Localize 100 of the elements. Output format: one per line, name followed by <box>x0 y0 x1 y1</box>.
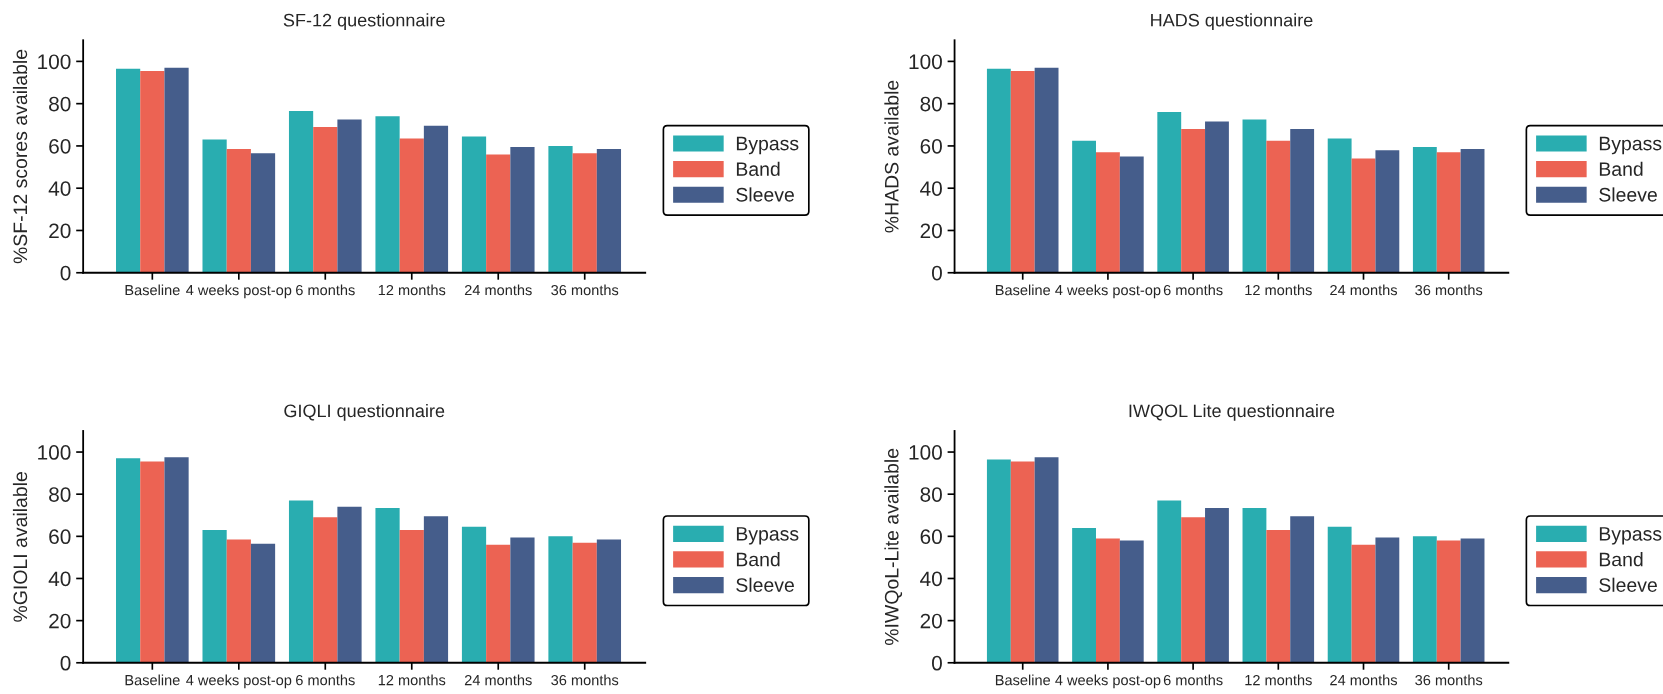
bar <box>1375 150 1400 273</box>
bar <box>1034 67 1059 273</box>
bar <box>288 111 314 273</box>
bar <box>986 459 1011 663</box>
bar <box>116 68 141 273</box>
legend-label: Sleeve <box>1599 187 1657 202</box>
x-tick-label: 6 months <box>296 674 355 686</box>
bar <box>1412 146 1437 273</box>
y-tick-label: 100 <box>909 445 942 460</box>
y-tick-label: 0 <box>60 655 71 671</box>
y-tick-label: 80 <box>49 96 71 112</box>
legend-label: Band <box>736 161 780 177</box>
bar <box>1351 158 1376 273</box>
bar <box>1242 507 1267 663</box>
bar <box>1034 457 1059 663</box>
y-tick-label: 20 <box>920 223 942 239</box>
bar <box>140 70 165 273</box>
bar <box>1242 119 1267 273</box>
bar <box>337 506 362 663</box>
bar <box>313 126 338 273</box>
bar <box>288 500 314 663</box>
y-tick-label: 60 <box>49 138 71 154</box>
bar <box>423 125 449 273</box>
y-tick-label: 40 <box>920 181 942 196</box>
bar <box>486 544 511 663</box>
x-tick-label: 6 months <box>296 284 355 296</box>
y-tick-label: 20 <box>49 223 71 239</box>
bar <box>1266 140 1291 273</box>
x-tick-label: 12 months <box>1245 674 1312 686</box>
legend-label: Sleeve <box>1599 577 1657 592</box>
bar <box>226 149 251 273</box>
y-tick-label: 100 <box>909 54 942 70</box>
x-tick-label: 6 months <box>1163 284 1223 296</box>
y-tick-label: 80 <box>920 487 942 502</box>
bar <box>1010 461 1035 663</box>
x-tick-label: 36 months <box>551 674 619 686</box>
y-tick-label: 40 <box>920 571 942 587</box>
y-axis-title: %IWQoL-Lite available <box>884 448 903 646</box>
bar <box>1119 156 1144 273</box>
y-tick-label: 80 <box>920 96 942 112</box>
y-tick-label: 60 <box>49 529 71 545</box>
bar <box>1375 537 1400 663</box>
bar <box>1072 527 1096 663</box>
y-tick-label: 0 <box>931 265 942 281</box>
bar <box>1181 517 1206 663</box>
bar <box>202 530 227 663</box>
bar <box>572 542 597 663</box>
y-tick-label: 100 <box>38 54 71 70</box>
bar <box>226 539 251 663</box>
bar <box>596 149 622 273</box>
x-tick-label: 24 months <box>1330 284 1398 296</box>
x-tick-label: 6 months <box>1163 674 1223 686</box>
bar <box>486 154 511 273</box>
bar <box>1436 152 1461 273</box>
bar <box>1205 121 1229 273</box>
x-tick-label: 24 months <box>464 284 532 296</box>
bar <box>1181 129 1206 273</box>
y-tick-label: 0 <box>931 655 942 671</box>
bar <box>1460 538 1485 663</box>
chart-title: SF-12 questionnaire <box>283 13 445 31</box>
legend-label: Bypass <box>1599 136 1662 155</box>
legend-label: Band <box>1599 161 1643 177</box>
y-tick-label: 0 <box>60 265 71 281</box>
x-tick-label: 24 months <box>464 674 532 686</box>
bar <box>1327 526 1352 663</box>
bar <box>1266 530 1291 663</box>
bar <box>1412 536 1437 663</box>
y-axis-title: %HADS available <box>884 80 899 233</box>
bar <box>399 138 424 273</box>
x-tick-label: 36 months <box>1415 284 1483 296</box>
x-tick-label: Baseline <box>995 674 1051 686</box>
y-tick-label: 100 <box>38 445 71 460</box>
bar <box>1290 516 1315 663</box>
chart-title: IWQOL Lite questionnaire <box>1129 404 1335 421</box>
x-tick-label: 36 months <box>551 284 619 296</box>
legend-label: Sleeve <box>736 187 794 202</box>
legend-label: Band <box>736 552 780 567</box>
bar <box>423 516 449 663</box>
y-tick-label: 40 <box>48 571 71 587</box>
bar <box>596 539 622 663</box>
bar <box>1290 129 1315 273</box>
bar <box>1436 540 1461 663</box>
bar <box>1205 507 1229 663</box>
bar <box>461 526 487 663</box>
y-tick-label: 20 <box>920 613 942 629</box>
x-tick-label: Baseline <box>995 284 1051 296</box>
y-tick-label: 60 <box>920 138 942 154</box>
x-tick-label: 12 months <box>378 674 446 686</box>
x-tick-label: Baseline <box>125 284 180 296</box>
legend-label: Bypass <box>736 527 799 545</box>
y-tick-label: 40 <box>48 181 71 196</box>
chart-title: GIQLI questionnaire <box>284 404 445 421</box>
bar <box>1095 538 1120 663</box>
bar <box>510 146 535 273</box>
bar <box>375 116 400 273</box>
bar <box>548 536 573 663</box>
bar <box>250 543 276 663</box>
y-tick-label: 80 <box>49 487 71 502</box>
x-tick-label: 12 months <box>378 284 446 296</box>
x-tick-label: Baseline <box>125 674 180 686</box>
